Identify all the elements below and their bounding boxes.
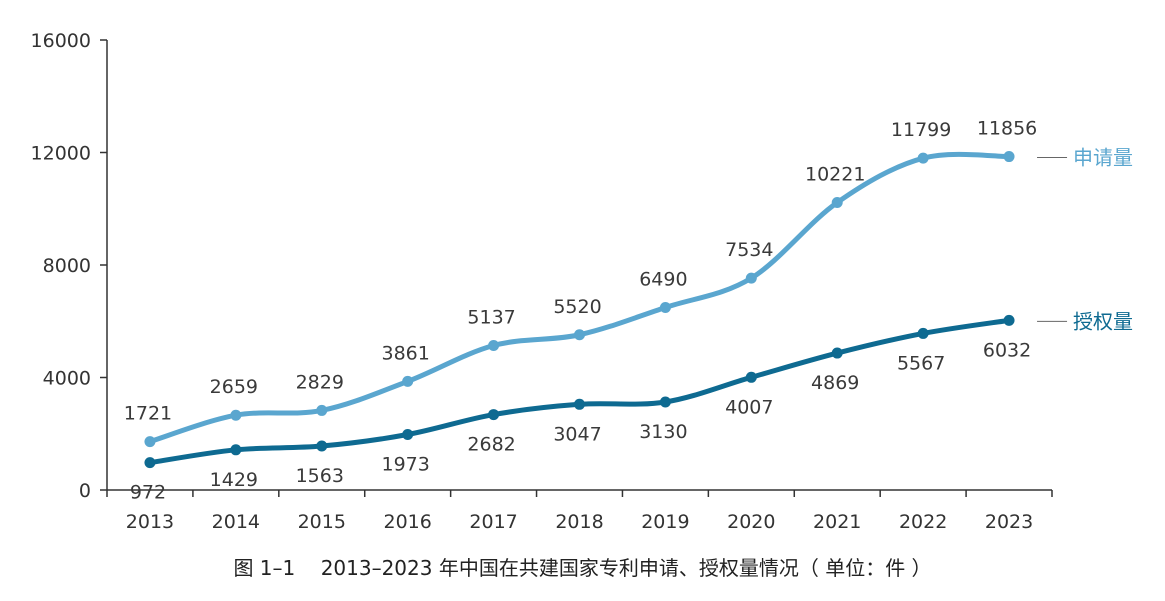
data-label: 6032 bbox=[983, 339, 1031, 361]
data-label: 3130 bbox=[639, 421, 687, 443]
data-point bbox=[831, 197, 843, 209]
x-tick-label: 2023 bbox=[985, 511, 1033, 533]
data-point bbox=[659, 396, 671, 408]
x-tick-label: 2019 bbox=[641, 511, 689, 533]
x-tick-label: 2013 bbox=[126, 511, 174, 533]
data-label: 7534 bbox=[725, 239, 773, 261]
data-point bbox=[1003, 151, 1015, 163]
figure-caption: 图 1–1 2013–2023 年中国在共建国家专利申请、授权量情况（ 单位：件… bbox=[0, 552, 1165, 581]
data-label: 1429 bbox=[210, 469, 258, 491]
data-labels: 1721 2659 2829 3861 5137 5520 6490 7534 10221 117… bbox=[124, 118, 1037, 504]
data-label: 5567 bbox=[897, 352, 945, 374]
data-point bbox=[488, 409, 500, 421]
data-label: 1721 bbox=[124, 403, 172, 425]
series-layer bbox=[144, 151, 1015, 469]
data-point bbox=[917, 327, 929, 339]
data-point bbox=[745, 272, 757, 284]
data-point bbox=[917, 152, 929, 164]
data-point bbox=[659, 301, 671, 313]
data-point bbox=[745, 371, 757, 383]
data-label: 11799 bbox=[891, 119, 951, 141]
x-tick-label: 2020 bbox=[727, 511, 775, 533]
data-point bbox=[402, 429, 414, 441]
chart-canvas: 0 4000 8000 12000 16000 2013 2014 2015 2016 2017 2… bbox=[31, 30, 1133, 533]
data-point bbox=[831, 347, 843, 359]
data-label: 1973 bbox=[382, 454, 430, 476]
data-label: 4869 bbox=[811, 372, 859, 394]
x-tick-label: 2016 bbox=[384, 511, 432, 533]
x-tick-label: 2018 bbox=[555, 511, 603, 533]
data-label: 2829 bbox=[296, 371, 344, 393]
data-label: 3047 bbox=[553, 423, 601, 445]
caption-spacer bbox=[295, 556, 320, 580]
data-label: 972 bbox=[130, 482, 166, 504]
data-point bbox=[144, 436, 156, 448]
data-label: 2659 bbox=[210, 376, 258, 398]
data-label: 6490 bbox=[639, 268, 687, 290]
data-point bbox=[230, 444, 242, 456]
data-point bbox=[230, 409, 242, 421]
figure-title: 2013–2023 年中国在共建国家专利申请、授权量情况（ 单位：件 ） bbox=[320, 556, 932, 580]
data-label: 5520 bbox=[553, 296, 601, 318]
y-tick-label: 0 bbox=[79, 480, 91, 502]
data-label: 10221 bbox=[805, 164, 865, 186]
figure-number: 图 1–1 bbox=[233, 556, 296, 580]
data-label: 5137 bbox=[467, 307, 515, 329]
data-point bbox=[574, 329, 585, 341]
legend-label: 申请量 bbox=[1073, 146, 1133, 170]
y-tick-label: 12000 bbox=[31, 143, 91, 165]
x-tick-label: 2014 bbox=[212, 511, 260, 533]
data-label: 2682 bbox=[467, 434, 515, 456]
data-point bbox=[316, 440, 328, 452]
data-label: 11856 bbox=[977, 118, 1037, 140]
legend-label: 授权量 bbox=[1073, 309, 1133, 333]
x-tick-label: 2015 bbox=[298, 511, 346, 533]
axes: 0 4000 8000 12000 16000 2013 2014 2015 2016 2017 2… bbox=[31, 30, 1053, 533]
data-point bbox=[574, 398, 585, 410]
data-label: 1563 bbox=[296, 465, 344, 487]
data-point bbox=[144, 457, 156, 469]
data-point bbox=[488, 340, 500, 352]
y-tick-label: 16000 bbox=[31, 30, 91, 52]
data-point bbox=[1003, 314, 1015, 326]
y-tick-label: 4000 bbox=[43, 368, 91, 390]
data-label: 3861 bbox=[382, 342, 430, 364]
x-tick-label: 2022 bbox=[899, 511, 947, 533]
data-label: 4007 bbox=[725, 396, 773, 418]
y-tick-label: 8000 bbox=[43, 255, 91, 277]
x-tick-label: 2017 bbox=[469, 511, 517, 533]
x-tick-label: 2021 bbox=[813, 511, 861, 533]
data-point bbox=[402, 375, 414, 387]
data-point bbox=[316, 404, 328, 416]
